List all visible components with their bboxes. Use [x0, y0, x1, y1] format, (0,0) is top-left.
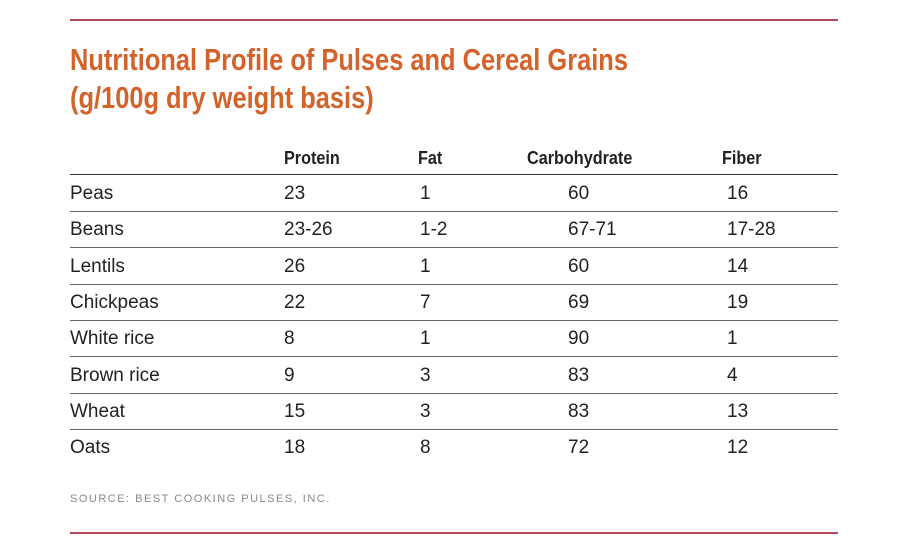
cell: 83 [568, 364, 590, 386]
row-line [70, 356, 838, 358]
cell: 13 [727, 400, 749, 422]
top-rule [70, 19, 838, 21]
column-header: Fiber [722, 148, 762, 168]
header-line [70, 174, 838, 175]
cell: 23-26 [284, 219, 333, 241]
cell: 8 [420, 437, 431, 459]
title: Nutritional Profile of Pulses and Cereal… [70, 42, 628, 77]
column-header: Protein [284, 148, 340, 168]
row-label: Peas [70, 183, 114, 204]
cell: 1 [420, 183, 431, 204]
column-header: Fat [418, 148, 443, 168]
row-label: Lentils [70, 255, 125, 277]
cell: 83 [568, 400, 590, 422]
cell: 3 [420, 364, 431, 386]
bottom-rule [70, 532, 838, 534]
row-line [70, 428, 838, 430]
cell: 19 [727, 291, 749, 313]
cell: 1 [420, 328, 431, 350]
cell: 60 [568, 183, 590, 204]
row-label: Brown rice [70, 364, 160, 386]
column-header: Carbohydrate [527, 148, 633, 168]
cell: 4 [727, 364, 738, 386]
row-line [70, 247, 838, 249]
row-line [70, 319, 838, 321]
cell: 18 [284, 437, 306, 459]
row-label: Beans [70, 219, 124, 241]
subtitle: (g/100g dry weight basis) [70, 80, 374, 115]
source: SOURCE: BEST COOKING PULSES, INC. [70, 493, 331, 505]
cell: 7 [420, 291, 431, 313]
row-label: Wheat [70, 400, 125, 422]
row-label: Oats [70, 437, 111, 459]
cell: 16 [727, 183, 749, 204]
cell: 14 [727, 255, 749, 277]
row-line [70, 392, 838, 394]
cell: 1-2 [420, 219, 448, 241]
cell: 12 [727, 437, 749, 459]
row-label: White rice [70, 328, 155, 350]
cell: 1 [727, 328, 738, 350]
cell: 17-28 [727, 219, 776, 241]
cell: 9 [284, 364, 295, 386]
cell: 15 [284, 400, 306, 422]
cell: 23 [284, 183, 306, 204]
cell: 60 [568, 255, 590, 277]
cell: 22 [284, 291, 306, 313]
row-label: Chickpeas [70, 291, 159, 313]
cell: 26 [284, 255, 306, 277]
cell: 67-71 [568, 219, 617, 241]
cell: 1 [420, 255, 431, 277]
row-line [70, 211, 838, 212]
row-line [70, 283, 838, 285]
cell: 69 [568, 291, 590, 313]
cell: 72 [568, 437, 590, 459]
cell: 3 [420, 400, 431, 422]
cell: 90 [568, 328, 590, 350]
cell: 8 [284, 328, 295, 350]
